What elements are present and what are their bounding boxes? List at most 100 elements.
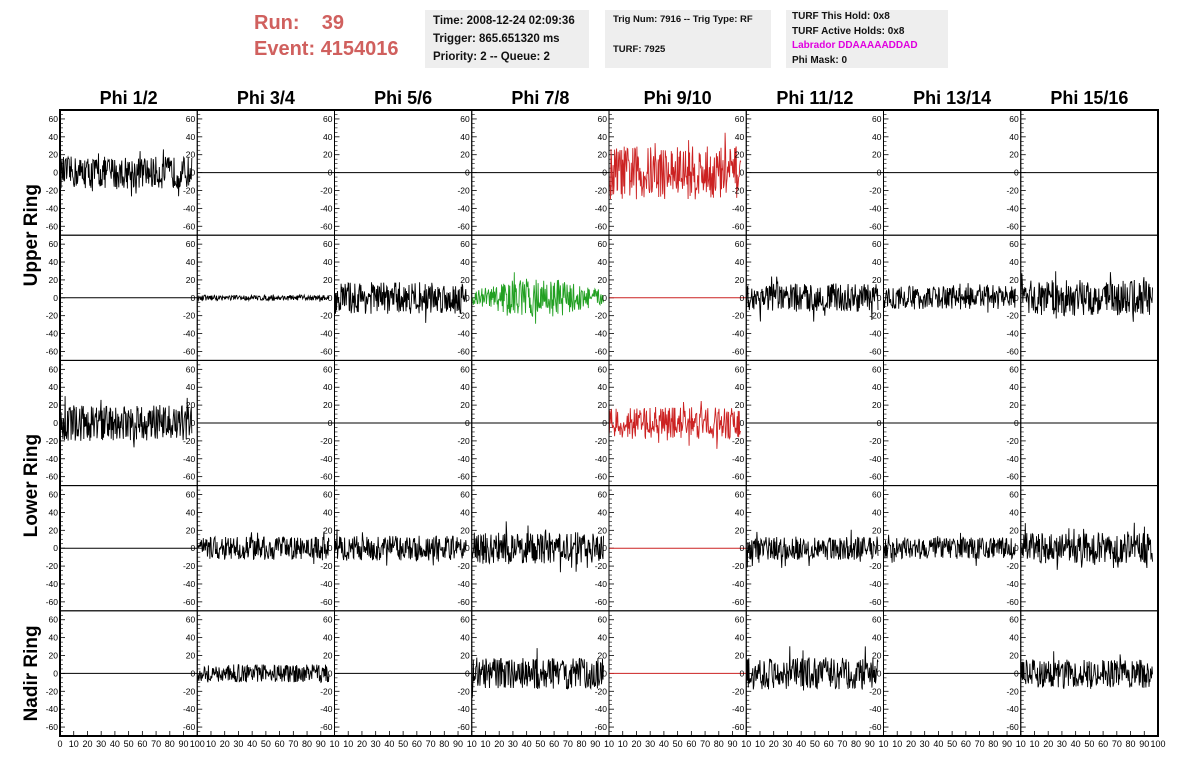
column-title: Phi 1/2 (100, 88, 158, 108)
y-tick-label: -60 (869, 221, 882, 231)
y-tick-label: 40 (872, 633, 882, 643)
y-tick-label: 60 (186, 364, 196, 374)
y-tick-label: 60 (323, 364, 333, 374)
y-tick-label: 40 (186, 382, 196, 392)
y-tick-label: -60 (46, 346, 59, 356)
x-tick-label: 0 (57, 739, 62, 749)
x-tick-label: 90 (1002, 739, 1012, 749)
y-tick-label: 40 (598, 382, 608, 392)
y-tick-label: 60 (460, 615, 470, 625)
x-tick-label: 10 (755, 739, 765, 749)
run-value: 39 (321, 12, 345, 34)
y-tick-label: 20 (735, 525, 745, 535)
y-tick-label: 60 (735, 615, 745, 625)
y-tick-label: 0 (602, 168, 607, 178)
y-tick-label: -60 (320, 221, 333, 231)
y-tick-label: 0 (740, 543, 745, 553)
y-tick-label: -20 (46, 686, 59, 696)
y-tick-label: 60 (872, 114, 882, 124)
y-tick-label: -40 (320, 329, 333, 339)
x-tick-label: 100 (190, 739, 205, 749)
y-tick-label: 20 (872, 150, 882, 160)
y-tick-label: -60 (595, 472, 608, 482)
y-tick-label: 0 (465, 418, 470, 428)
x-tick-label: 10 (1016, 739, 1026, 749)
x-tick-label: 50 (810, 739, 820, 749)
y-tick-label: -40 (46, 454, 59, 464)
y-tick-label: 60 (49, 490, 59, 500)
x-tick-label: 60 (824, 739, 834, 749)
x-tick-label: 40 (522, 739, 532, 749)
y-tick-label: -60 (869, 722, 882, 732)
y-tick-label: 40 (323, 257, 333, 267)
y-tick-label: 60 (49, 615, 59, 625)
y-tick-label: 0 (53, 168, 58, 178)
y-tick-label: -20 (1006, 561, 1019, 571)
y-tick-label: 20 (186, 150, 196, 160)
x-tick-label: 60 (137, 739, 147, 749)
y-tick-label: 20 (735, 651, 745, 661)
x-tick-label: 90 (1139, 739, 1149, 749)
y-tick-label: 20 (49, 150, 59, 160)
y-tick-label: 40 (735, 132, 745, 142)
y-tick-label: 40 (460, 633, 470, 643)
waveform-trace (608, 132, 742, 200)
trigger-text: Trigger: 865.651320 ms (433, 33, 560, 45)
y-tick-label: -40 (869, 579, 882, 589)
y-tick-label: -60 (46, 221, 59, 231)
y-tick-label: 20 (735, 275, 745, 285)
y-tick-label: 40 (735, 507, 745, 517)
y-tick-label: 20 (323, 400, 333, 410)
priority-text: Priority: 2 -- Queue: 2 (433, 51, 550, 63)
y-tick-label: 0 (740, 418, 745, 428)
y-tick-label: 40 (49, 507, 59, 517)
y-tick-label: -60 (595, 597, 608, 607)
ring-label: Nadir Ring (21, 625, 42, 721)
y-tick-label: 40 (186, 257, 196, 267)
y-tick-label: 20 (598, 651, 608, 661)
y-tick-label: 0 (328, 418, 333, 428)
y-tick-label: 40 (323, 132, 333, 142)
y-tick-label: 20 (872, 275, 882, 285)
x-tick-label: 80 (302, 739, 312, 749)
y-tick-label: -60 (457, 597, 470, 607)
y-tick-label: 40 (1009, 257, 1019, 267)
y-tick-label: 20 (872, 525, 882, 535)
y-tick-label: 20 (872, 651, 882, 661)
x-tick-label: 70 (700, 739, 710, 749)
y-tick-label: 0 (877, 543, 882, 553)
y-tick-label: -40 (1006, 579, 1019, 589)
event-value: 4154016 (320, 38, 399, 60)
y-tick-label: -40 (320, 704, 333, 714)
x-tick-label: 10 (329, 739, 339, 749)
y-tick-label: -20 (595, 311, 608, 321)
y-tick-label: -20 (320, 185, 333, 195)
y-tick-label: -60 (1006, 221, 1019, 231)
column-title: Phi 7/8 (511, 88, 569, 108)
y-tick-label: 60 (872, 615, 882, 625)
x-tick-label: 60 (686, 739, 696, 749)
y-tick-label: 60 (323, 114, 333, 124)
y-tick-label: 40 (735, 382, 745, 392)
y-tick-label: -60 (869, 597, 882, 607)
y-tick-label: 40 (49, 132, 59, 142)
turf-this-hold-text: TURF This Hold: 0x8 (792, 11, 890, 22)
waveform-trace (883, 283, 1016, 313)
y-tick-label: -40 (732, 454, 745, 464)
y-tick-label: 40 (186, 507, 196, 517)
x-tick-label: 80 (577, 739, 587, 749)
x-tick-label: 10 (69, 739, 79, 749)
x-tick-label: 90 (728, 739, 738, 749)
y-tick-label: 60 (735, 364, 745, 374)
y-tick-label: 0 (328, 293, 333, 303)
y-tick-label: -20 (732, 686, 745, 696)
y-tick-label: -40 (320, 579, 333, 589)
x-tick-label: 60 (275, 739, 285, 749)
y-tick-label: -20 (732, 185, 745, 195)
y-tick-label: -40 (46, 579, 59, 589)
x-tick-label: 10 (892, 739, 902, 749)
y-tick-label: -40 (46, 329, 59, 339)
x-tick-label: 60 (549, 739, 559, 749)
y-tick-label: 60 (1009, 615, 1019, 625)
y-tick-label: 0 (53, 293, 58, 303)
